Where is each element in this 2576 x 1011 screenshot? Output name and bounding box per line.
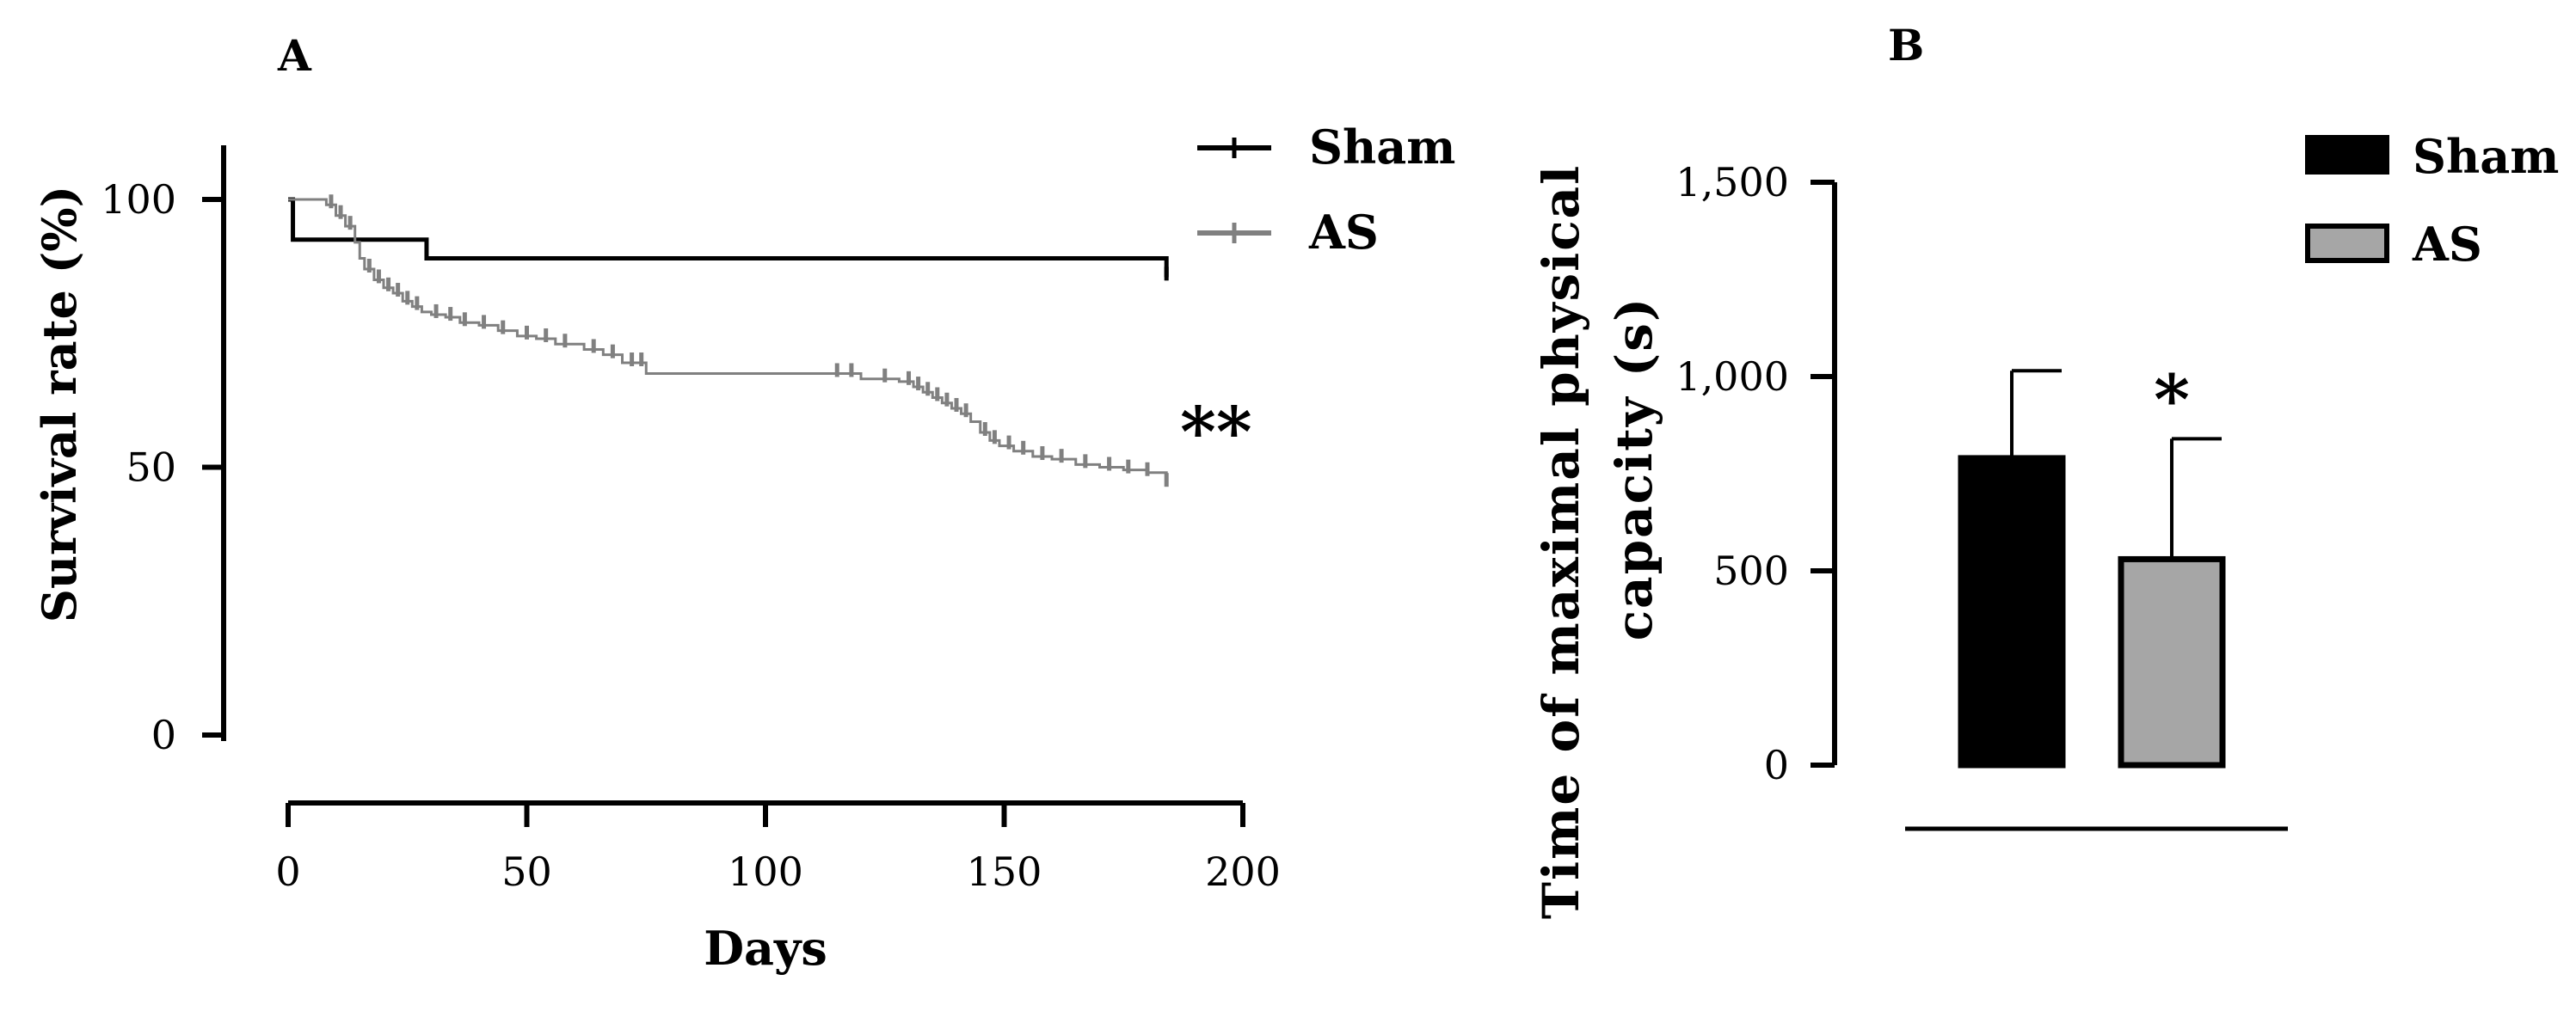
survival-curves [288,194,1169,487]
y-tick-label-b: 1,500 [1675,159,1789,205]
y-tick-label-b: 0 [1764,742,1789,788]
y-tick-label: 0 [151,712,176,758]
legend-label-as: AS [1308,205,1379,260]
survival-curve-as [288,198,1168,484]
y-axis-ticks-b: 0 500 1,000 1,500 [1675,159,1835,788]
bar-sham [1958,455,2066,769]
bars: * [1958,358,2226,769]
legend-swatch-sham-b [2305,135,2389,175]
x-tick-label: 50 [501,849,552,895]
significance-marker-a: ** [1180,391,1252,472]
panel-b-letter: B [1888,20,1924,70]
y-tick-label-b: 1,000 [1675,353,1789,400]
significance-marker-as: * [2154,358,2190,439]
legend-swatch-as-b [2305,224,2389,263]
legend-item-sham-b: Sham [2305,129,2559,184]
x-axis-ticks: 0 50 100 150 200 [275,803,1281,895]
y-axis-ticks: 0 50 100 [101,176,224,758]
x-tick-label: 150 [967,849,1042,895]
x-tick-label: 200 [1205,849,1281,895]
survival-chart: A 0 50 100 0 50 100 150 200 ** Days Survival r… [32,30,1455,976]
legend-a: Sham AS [1197,119,1455,260]
x-axis-label: Days [704,921,827,976]
legend-item-as-b: AS [2305,217,2482,272]
y-tick-label: 50 [126,444,176,491]
legend-label-sham: Sham [1309,119,1455,175]
y-axis-label-b-line-2: capacity (s) [1605,297,1663,641]
y-axis-label: Survival rate (%) [32,186,87,622]
legend-item-sham: Sham [1197,119,1455,175]
panel-a-letter: A [277,30,312,81]
y-axis-label-b-line-1: Time of maximal physical [1532,164,1590,919]
bar-chart: B 0 500 1,000 1,500 * Time of maximal physi… [1532,20,2559,919]
survival-curve-sham [288,197,1169,278]
legend-label-sham-b: Sham [2413,129,2559,184]
x-tick-label: 0 [275,849,300,895]
legend-label-as-b: AS [2412,217,2482,272]
y-tick-label-b: 500 [1713,548,1789,594]
legend-b: Sham AS [2305,129,2559,272]
y-tick-label: 100 [101,176,176,223]
bar-as [2118,555,2226,769]
x-tick-label: 100 [728,849,803,895]
legend-item-as: AS [1197,205,1379,260]
